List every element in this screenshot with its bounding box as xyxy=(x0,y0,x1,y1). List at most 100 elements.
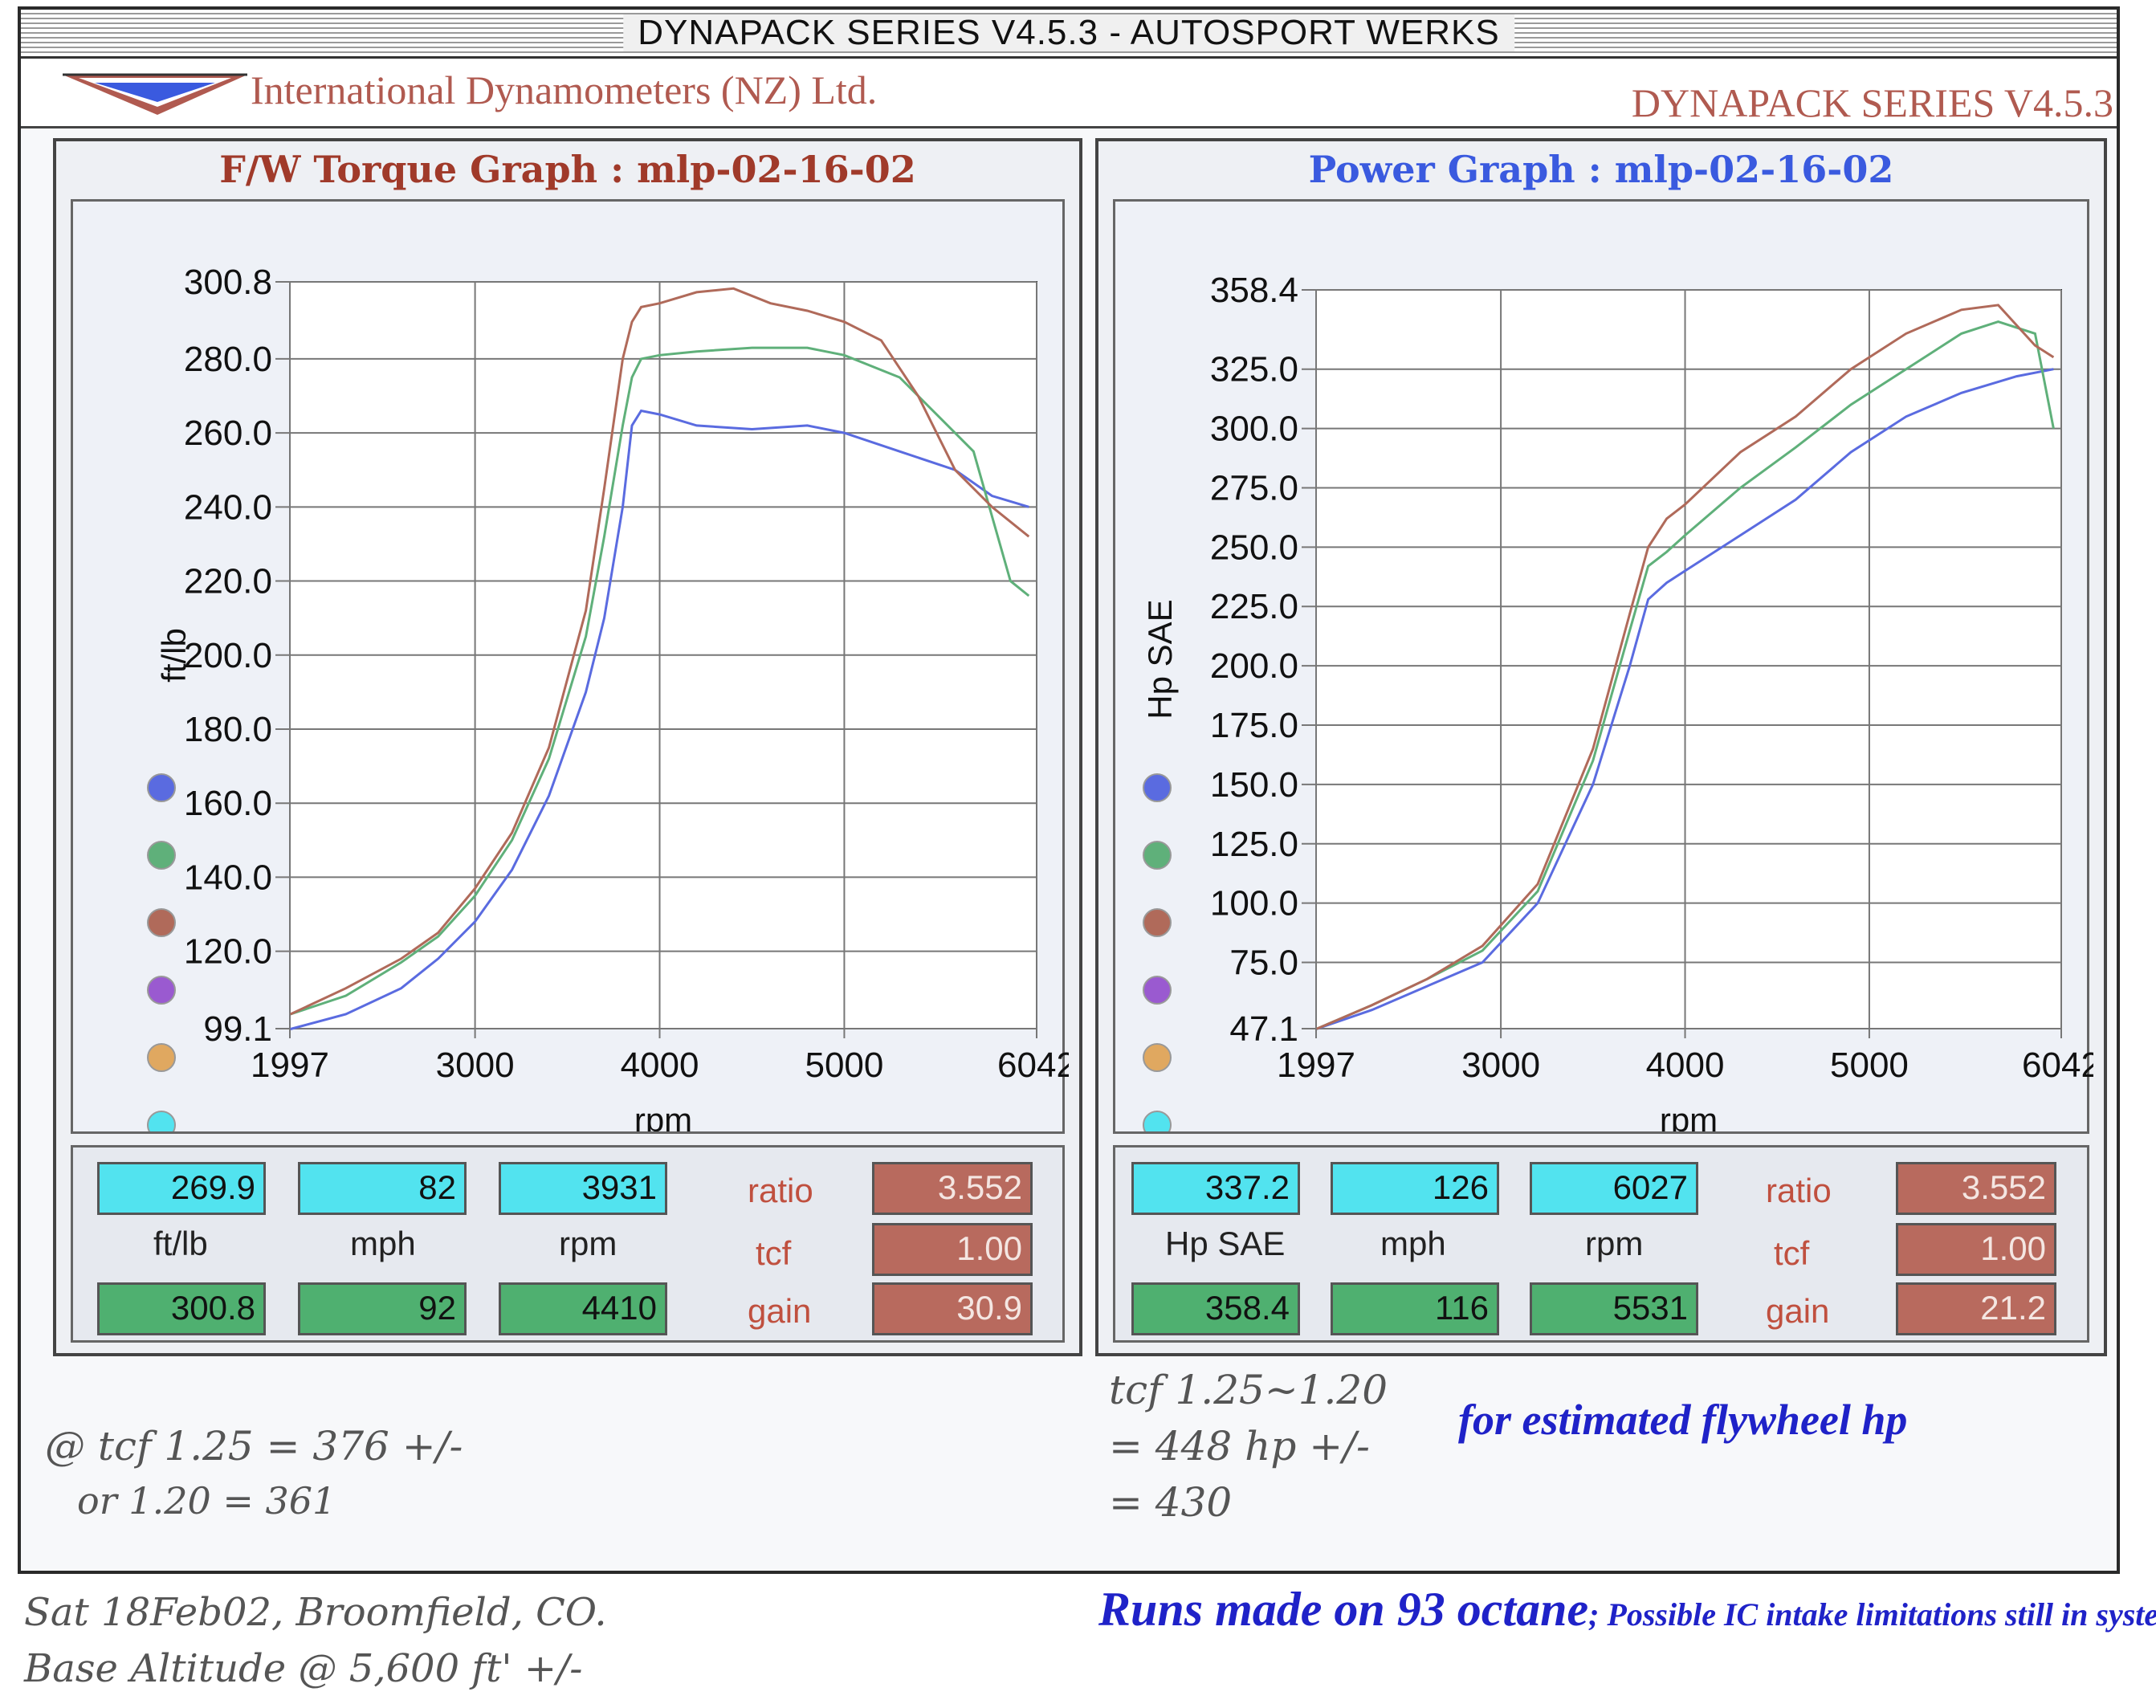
y-tick-label: 180.0 xyxy=(184,710,272,749)
runs-note: Runs made on 93 octane; Possible IC inta… xyxy=(1098,1582,2156,1637)
power-live-rpm: 6027 xyxy=(1530,1162,1698,1215)
window-title: DYNAPACK SERIES V4.5.3 - AUTOSPORT WERKS xyxy=(623,14,1514,51)
torque-live-rpm: 3931 xyxy=(499,1162,667,1215)
tcf-note-right-2: = 448 hp +/- xyxy=(1109,1423,1370,1470)
y-tick-label: 120.0 xyxy=(184,932,272,972)
series-legend-dot xyxy=(1143,773,1172,802)
y-axis-label: ft/lb xyxy=(155,628,193,683)
torque-graph-title: F/W Torque Graph : mlp-02-16-02 xyxy=(219,148,916,191)
x-tick-label: 1997 xyxy=(251,1046,329,1085)
series-legend-dot xyxy=(1143,976,1172,1005)
torque-tcf-field[interactable]: 1.00 xyxy=(872,1223,1033,1276)
dynamometers-logo-icon xyxy=(63,73,247,115)
torque-gain-field[interactable]: 30.9 xyxy=(872,1282,1033,1335)
title-bar[interactable]: DYNAPACK SERIES V4.5.3 - AUTOSPORT WERKS xyxy=(21,10,2117,59)
series-legend-dot xyxy=(1143,908,1172,937)
series-legend-dot xyxy=(147,773,176,802)
y-tick-label: 280.0 xyxy=(184,340,272,379)
handwritten-location: Sat 18Feb02, Broomfield, CO. xyxy=(24,1590,607,1635)
torque-tcf-label: tcf xyxy=(756,1234,792,1272)
torque-ratio-field[interactable]: 3.552 xyxy=(872,1162,1033,1215)
power-ratio-label: ratio xyxy=(1766,1172,1832,1209)
y-tick-label: 325.0 xyxy=(1210,350,1298,389)
x-tick-label: 3000 xyxy=(1461,1046,1540,1085)
power-graph-title: Power Graph : mlp-02-16-02 xyxy=(1308,148,1894,191)
y-tick-label: 275.0 xyxy=(1210,468,1298,508)
y-tick-label: 300.0 xyxy=(1210,410,1298,449)
tcf-note-right-1: tcf 1.25~1.20 xyxy=(1109,1367,1388,1413)
y-tick-label: 300.8 xyxy=(184,263,272,302)
power-mph-label: mph xyxy=(1380,1225,1446,1262)
dynapack-window: DYNAPACK SERIES V4.5.3 - AUTOSPORT WERKS… xyxy=(18,6,2120,1574)
series-legend-dot xyxy=(1143,841,1172,870)
x-tick-label: 1997 xyxy=(1277,1046,1355,1085)
y-tick-label: 220.0 xyxy=(184,562,272,601)
torque-peak-value: 300.8 xyxy=(97,1282,266,1335)
power-live-mph: 126 xyxy=(1331,1162,1499,1215)
company-name: International Dynamometers (NZ) Ltd. xyxy=(251,67,878,112)
y-tick-label: 47.1 xyxy=(1229,1009,1298,1049)
y-tick-label: 150.0 xyxy=(1210,765,1298,805)
y-tick-label: 250.0 xyxy=(1210,528,1298,567)
torque-panel: F/W Torque Graph : mlp-02-16-02 1997 3000… xyxy=(53,138,1082,1356)
handwritten-altitude: Base Altitude @ 5,600 ft' +/- xyxy=(24,1646,583,1691)
x-tick-label: 5000 xyxy=(1830,1046,1909,1085)
series-legend-dot xyxy=(147,908,176,937)
torque-live-mph: 82 xyxy=(298,1162,467,1215)
torque-chart-area: 1997 3000 4000 5000 6042 300.8 280.0 260.0 240.0… xyxy=(71,199,1069,1134)
tcf-note-right-3: = 430 xyxy=(1109,1479,1233,1526)
y-tick-label: 200.0 xyxy=(1210,646,1298,686)
y-tick-label: 75.0 xyxy=(1229,944,1298,983)
series-name: DYNAPACK SERIES V4.5.3 xyxy=(1631,80,2113,125)
estimated-flywheel-note: for estimated flywheel hp xyxy=(1458,1396,1908,1444)
series-legend-dot xyxy=(1143,1043,1172,1072)
power-chart: 1997 3000 4000 5000 6042 358.4 325.0 300.0 275.0… xyxy=(1141,271,2093,1131)
power-chart-area: 1997 3000 4000 5000 6042 358.4 325.0 300.0 275.0… xyxy=(1113,199,2093,1134)
y-tick-label: 200.0 xyxy=(184,636,272,675)
torque-mph-label: mph xyxy=(350,1225,416,1262)
y-tick-label: 175.0 xyxy=(1210,706,1298,745)
torque-gain-label: gain xyxy=(748,1292,812,1330)
power-tcf-label: tcf xyxy=(1774,1234,1810,1272)
series-line-2 xyxy=(1316,320,2055,1030)
y-tick-label: 240.0 xyxy=(184,487,272,527)
torque-peak-rpm: 4410 xyxy=(499,1282,667,1335)
series-line-1 xyxy=(1316,368,2054,1030)
power-gain-field[interactable]: 21.2 xyxy=(1896,1282,2056,1335)
runs-note-detail: ; Possible IC intake limitations still i… xyxy=(1588,1596,2156,1633)
y-tick-label: 260.0 xyxy=(184,414,272,453)
x-tick-label: 6042 xyxy=(997,1046,1069,1085)
plot-background xyxy=(1315,289,2062,1029)
x-tick-label: 6042 xyxy=(2022,1046,2093,1085)
y-tick-label: 160.0 xyxy=(184,784,272,823)
y-tick-label: 140.0 xyxy=(184,858,272,897)
power-readouts: 337.2 126 6027 Hp SAE mph rpm 358.4 116 … xyxy=(1113,1145,2089,1343)
x-axis-label: rpm xyxy=(1660,1101,1718,1131)
torque-live-value: 269.9 xyxy=(97,1162,266,1215)
series-legend-dot xyxy=(147,976,176,1005)
x-tick-label: 5000 xyxy=(805,1046,883,1085)
x-tick-label: 4000 xyxy=(1646,1046,1725,1085)
y-tick-label: 358.4 xyxy=(1210,271,1298,310)
y-tick-label: 125.0 xyxy=(1210,825,1298,864)
torque-peak-mph: 92 xyxy=(298,1282,467,1335)
power-rpm-label: rpm xyxy=(1585,1225,1644,1262)
power-unit-label: Hp SAE xyxy=(1165,1225,1286,1262)
torque-chart: 1997 3000 4000 5000 6042 300.8 280.0 260.0 240.0… xyxy=(147,263,1069,1131)
series-legend-dot xyxy=(147,1111,176,1131)
power-ratio-field[interactable]: 3.552 xyxy=(1896,1162,2056,1215)
y-tick-label: 99.1 xyxy=(203,1009,272,1049)
series-legend-dot xyxy=(1143,1111,1172,1131)
power-peak-rpm: 5531 xyxy=(1530,1282,1698,1335)
y-axis-label: Hp SAE xyxy=(1141,599,1179,719)
tcf-note-left-1: @ tcf 1.25 = 376 +/- xyxy=(45,1423,463,1470)
series-legend-dot xyxy=(147,1043,176,1072)
x-tick-label: 3000 xyxy=(436,1046,515,1085)
power-tcf-field[interactable]: 1.00 xyxy=(1896,1223,2056,1276)
power-peak-mph: 116 xyxy=(1331,1282,1499,1335)
series-line-3 xyxy=(290,287,1030,1016)
series-line-1 xyxy=(290,409,1029,1030)
power-gain-label: gain xyxy=(1766,1292,1830,1330)
power-peak-value: 358.4 xyxy=(1131,1282,1300,1335)
power-panel: Power Graph : mlp-02-16-02 1997 3000 4000 5… xyxy=(1095,138,2107,1356)
